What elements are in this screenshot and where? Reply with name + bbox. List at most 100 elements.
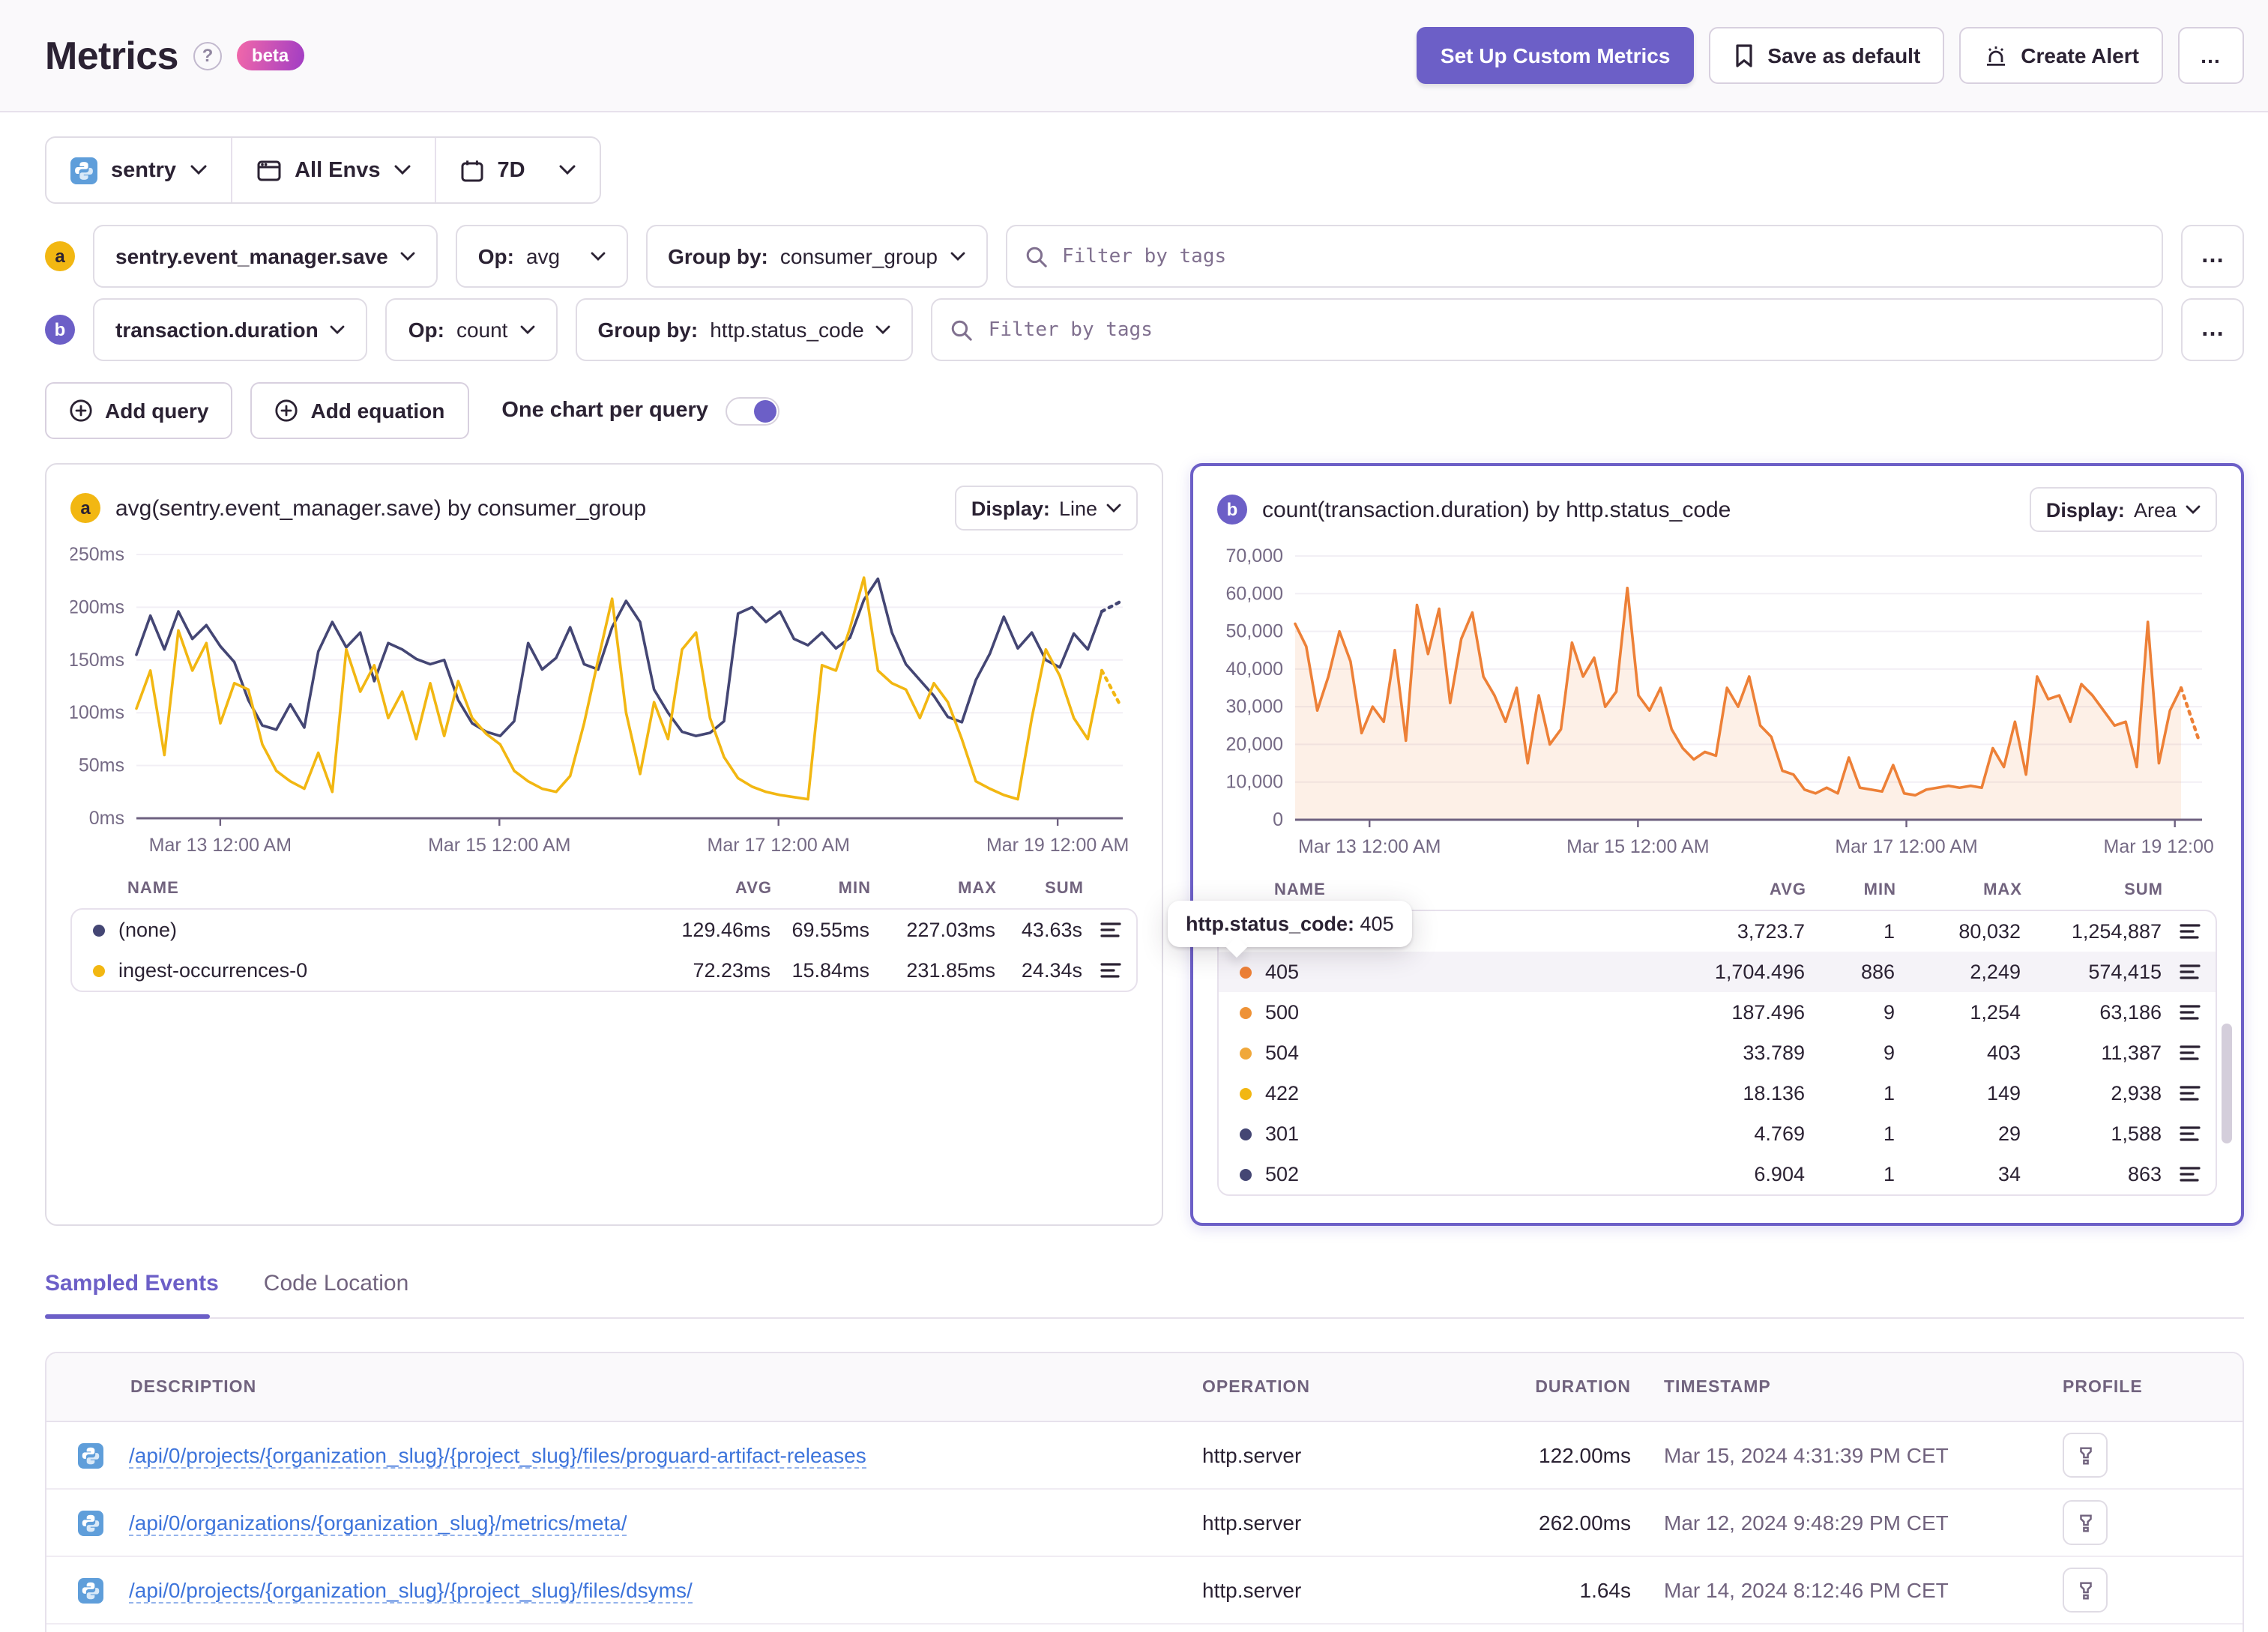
series-tooltip: http.status_code: 405 [1168,901,1412,947]
event-duration: 122.00ms [1539,1443,1631,1467]
row-menu-icon[interactable] [2180,1085,2201,1101]
query-row-b: b transaction.duration Op: count Group b… [45,298,2244,361]
date-range-value: 7D [497,158,525,182]
row-menu-icon[interactable] [1100,962,1121,979]
create-alert-button[interactable]: Create Alert [1959,27,2163,84]
environment-selector[interactable]: All Envs [230,138,434,202]
svg-text:10,000: 10,000 [1226,772,1283,793]
metric-select-a[interactable]: sentry.event_manager.save [93,225,438,288]
series-row[interactable]: 422 18.136 1 149 2,938 [1219,1073,2216,1113]
chart-b-summary-table: NAME AVG MIN MAX SUM 3,723.7 1 80,032 1,254… [1217,871,2217,1196]
group-by-label: Group by: [668,244,768,268]
series-row[interactable]: 301 4.769 1 29 1,588 [1219,1113,2216,1154]
series-row[interactable]: 405 1,704.496 886 2,249 574,415 [1219,952,2216,992]
chart-panel-b[interactable]: b count(transaction.duration) by http.st… [1190,463,2244,1226]
col-avg: AVG [735,880,772,898]
profile-button[interactable] [2063,1500,2108,1545]
series-row[interactable]: 504 33.789 9 403 11,387 [1219,1033,2216,1073]
col-max: MAX [1983,881,2022,899]
tag-filter-input-a[interactable] [1059,244,2144,269]
svg-text:70,000: 70,000 [1226,545,1283,566]
col-min: MIN [838,880,871,898]
profile-button[interactable] [2063,1568,2108,1613]
chart-panel-a[interactable]: a avg(sentry.event_manager.save) by cons… [45,463,1163,1226]
op-label: Op: [477,244,514,268]
event-timestamp: Mar 14, 2024 8:12:46 PM CET [1664,1578,1949,1602]
event-description-link[interactable]: /api/0/organizations/{organization_slug}… [129,1510,627,1535]
col-max: MAX [958,880,997,898]
page-filter-bar: sentry All Envs 7D [45,136,602,204]
chevron-down-icon [394,165,411,175]
event-description-link[interactable]: /api/0/projects/{organization_slug}/{pro… [129,1442,866,1468]
col-sum: SUM [2124,881,2163,899]
group-by-select-b[interactable]: Group by: http.status_code [575,298,914,361]
series-row[interactable]: (none) 129.46ms 69.55ms 227.03ms 43.63s [72,910,1136,950]
group-by-select-a[interactable]: Group by: consumer_group [645,225,987,288]
series-row[interactable]: 502 6.904 1 34 863 [1219,1154,2216,1194]
search-icon [951,318,974,341]
save-as-default-button[interactable]: Save as default [1709,27,1945,84]
date-range-selector[interactable]: 7D [434,138,600,202]
save-as-default-label: Save as default [1767,43,1921,67]
op-select-b[interactable]: Op: count [385,298,558,361]
setup-custom-metrics-button[interactable]: Set Up Custom Metrics [1416,27,1695,84]
tag-filter-a [1005,225,2163,288]
row-menu-icon[interactable] [1100,922,1121,938]
display-select-b[interactable]: Display: Area [2029,487,2217,532]
svg-text:30,000: 30,000 [1226,696,1283,717]
header-more-button[interactable]: … [2178,27,2244,84]
plus-circle-icon [69,399,93,423]
op-label: Op: [408,318,444,342]
query-a-more-button[interactable]: … [2181,225,2244,288]
svg-text:Mar 17 12:00 AM: Mar 17 12:00 AM [1835,836,1977,857]
query-b-more-button[interactable]: … [2181,298,2244,361]
event-timestamp: Mar 12, 2024 9:48:29 PM CET [1664,1511,1949,1535]
series-row[interactable]: 500 187.496 9 1,254 63,186 [1219,992,2216,1033]
row-menu-icon[interactable] [2180,1045,2201,1061]
tab-code-location[interactable]: Code Location [263,1271,409,1296]
svg-text:20,000: 20,000 [1226,734,1283,755]
row-menu-icon[interactable] [2180,1166,2201,1182]
one-chart-per-query-toggle[interactable] [726,396,780,425]
series-name: ingest-occurrences-0 [118,959,308,982]
series-name: 504 [1265,1042,1300,1064]
project-selector[interactable]: sentry [46,138,230,202]
add-query-button[interactable]: Add query [45,382,233,439]
series-row[interactable]: 3,723.7 1 80,032 1,254,887 [1219,911,2216,952]
row-menu-icon[interactable] [2180,964,2201,980]
chevron-down-icon [190,165,206,175]
chevron-down-icon [1106,504,1121,513]
line-chart[interactable]: 0ms 50ms 100ms 150ms 200ms 250ms Mar 13 12:00 … [70,540,1138,857]
tab-sampled-events[interactable]: Sampled Events [45,1271,219,1296]
beta-badge: beta [236,40,304,70]
python-event-icon [78,1442,103,1468]
series-row[interactable]: ingest-occurrences-0 72.23ms 15.84ms 231… [72,950,1136,991]
group-by-value: http.status_code [710,318,864,342]
chevron-down-icon [876,325,891,334]
svg-text:Mar 15 12:00 AM: Mar 15 12:00 AM [1566,836,1709,857]
tag-filter-input-b[interactable] [985,317,2144,342]
table-scrollbar-thumb[interactable] [2222,1024,2232,1143]
row-menu-icon[interactable] [2180,1125,2201,1142]
series-dot [1240,1087,1252,1099]
row-menu-icon[interactable] [2180,923,2201,940]
svg-text:40,000: 40,000 [1226,659,1283,680]
series-dot [1240,1128,1252,1140]
display-select-a[interactable]: Display: Line [954,486,1138,531]
sampled-events-table: DESCRIPTION OPERATION DURATION TIMESTAMP… [45,1352,2244,1632]
chart-a-badge: a [70,493,100,523]
add-equation-button[interactable]: Add equation [250,382,469,439]
python-event-icon [78,1510,103,1535]
help-icon[interactable]: ? [193,41,222,70]
col-sum: SUM [1045,880,1084,898]
profile-button[interactable] [2063,1433,2108,1478]
metric-select-b[interactable]: transaction.duration [93,298,368,361]
event-description-link[interactable]: /api/0/projects/{organization_slug}/{pro… [129,1577,693,1603]
event-operation: http.server [1202,1578,1302,1602]
col-name: NAME [127,880,179,898]
chevron-down-icon [590,252,605,261]
chevron-down-icon [400,252,415,261]
area-chart[interactable]: 0 10,000 20,000 30,000 40,000 50,000 60,000 70,… [1217,541,2217,859]
row-menu-icon[interactable] [2180,1004,2201,1021]
op-select-a[interactable]: Op: avg [455,225,628,288]
